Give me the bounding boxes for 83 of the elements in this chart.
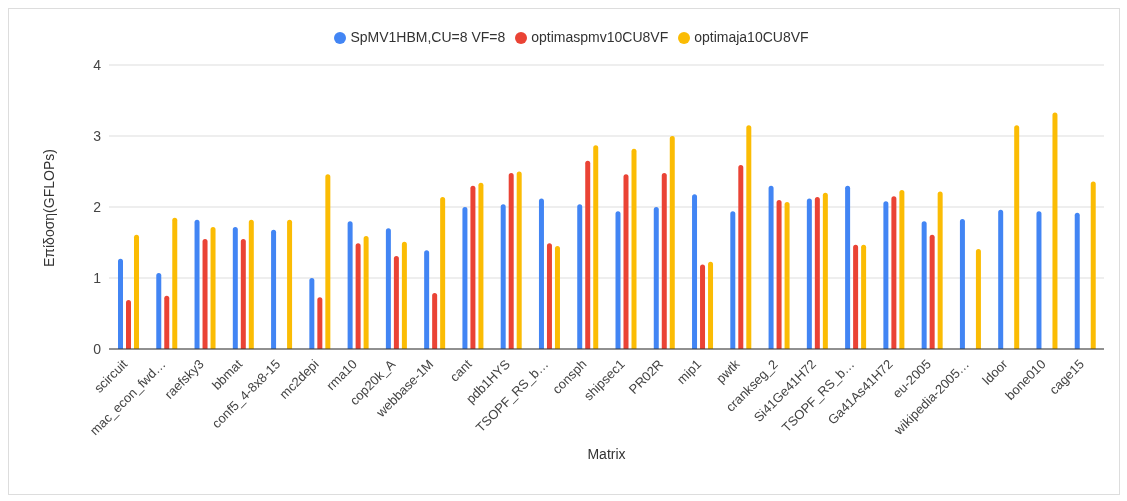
bar [194,219,200,349]
bar [538,198,544,349]
bar [462,207,468,349]
bar [921,221,927,349]
bar [134,234,139,349]
bar [661,172,667,349]
bar [845,185,851,349]
bar [118,258,123,349]
bar [883,201,889,349]
bar [593,145,599,349]
bar [975,248,981,349]
bar [1074,212,1080,349]
bar [309,278,315,349]
legend-label: optimaja10CU8VF [694,29,809,45]
bar [271,229,277,349]
y-tick-label: 0 [93,340,102,357]
y-tick-label: 4 [93,56,102,73]
bar [347,221,353,349]
bar [806,198,812,349]
bar [470,185,476,349]
bar [861,244,867,349]
bar [516,171,522,349]
bar [424,250,430,349]
bar [768,185,774,349]
bar [317,297,323,349]
bar [240,238,246,349]
bar [500,204,506,349]
bar [401,241,407,349]
bar [232,226,238,349]
bar [615,211,621,349]
bar [998,209,1004,349]
y-tick-label: 2 [93,198,102,215]
bar [1036,211,1042,349]
bar [355,243,361,349]
bar [202,238,208,349]
bar [210,226,216,349]
bar [1052,112,1058,349]
bar [653,207,659,349]
y-tick-label: 1 [93,269,102,286]
bar [385,228,391,349]
bar [126,300,131,349]
legend-label: SpMV1HBM,CU=8 VF=8 [350,29,506,45]
bar [776,199,782,349]
bar [172,217,178,349]
bar [325,174,331,349]
bar [929,234,935,349]
bar [1014,125,1020,349]
bar [959,219,965,349]
bar [631,148,637,349]
bar [623,174,629,349]
bar [730,211,736,349]
bar [700,264,706,349]
bar [546,243,552,349]
y-tick-label: 3 [93,127,102,144]
bar [738,165,744,349]
bar [554,246,560,349]
bar [585,160,591,349]
bar [440,197,446,349]
bar [692,194,698,349]
bar [784,202,790,349]
y-axis-title: Επίδοση(GFLOPs) [40,149,57,267]
bar [248,219,254,349]
bar [577,204,583,349]
bar [1090,181,1096,349]
bar [937,191,943,349]
bar [287,219,293,349]
bar [814,197,820,349]
bar [508,172,514,349]
bar [708,261,714,349]
bar [478,182,484,349]
bar [393,255,399,349]
bar [822,192,828,349]
bar [164,295,170,349]
bar [891,196,897,349]
x-axis-title: Matrix [587,446,626,462]
bar [669,136,675,349]
bar [899,189,905,349]
bar [853,244,859,349]
bar [363,236,369,349]
legend-label: optimaspmv10CU8VF [531,29,669,45]
bar [746,125,752,349]
bar [156,273,162,349]
bar [432,292,438,349]
